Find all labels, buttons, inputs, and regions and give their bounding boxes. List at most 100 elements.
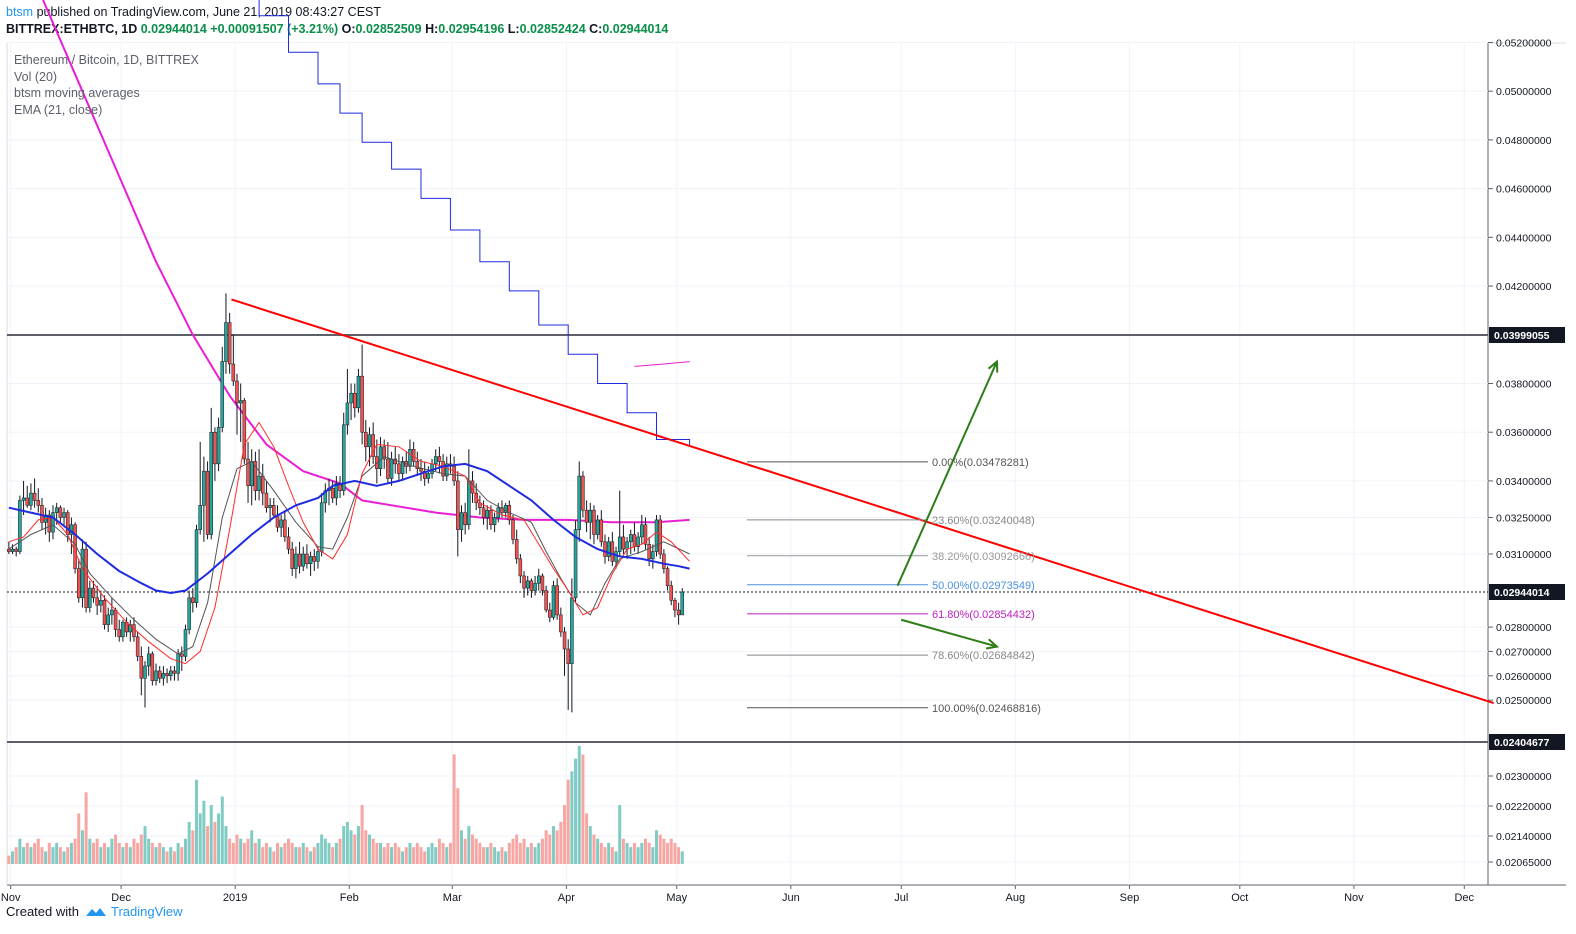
volume-bar: [673, 842, 677, 864]
candle-body: [132, 624, 136, 638]
candle-body: [378, 446, 383, 469]
ohlc-header: BITTREX:ETHBTC, 1D 0.02944014 +0.0009150…: [6, 22, 668, 36]
volume-bar: [338, 838, 342, 864]
volume-bar: [677, 847, 681, 864]
candle-body: [367, 434, 372, 448]
volume-bar: [99, 847, 103, 864]
candle-body: [658, 519, 662, 555]
high-label: H:: [425, 22, 439, 36]
candle-body: [297, 553, 302, 567]
volume-bar: [172, 851, 176, 864]
volume-bar: [25, 842, 29, 864]
volume-bar: [51, 847, 55, 864]
candle-body: [58, 507, 63, 518]
volume-bar: [588, 826, 592, 864]
volume-bar: [452, 754, 456, 864]
volume-bar: [371, 838, 375, 864]
candle-body: [349, 392, 353, 404]
volume-bar: [474, 838, 478, 864]
fib-level-label: 78.60%(0.02684842): [932, 650, 1035, 662]
volume-bar: [290, 842, 294, 864]
volume-bar: [448, 842, 452, 864]
volume-bar: [345, 821, 349, 864]
candle-body: [180, 653, 184, 657]
volume-bar: [84, 792, 88, 864]
volume-bar: [467, 826, 471, 864]
volume-bar: [139, 834, 143, 864]
legend-symbol[interactable]: Ethereum / Bitcoin, 1D, BITTREX: [14, 53, 199, 67]
volume-bar: [570, 771, 574, 864]
volume-bar: [73, 838, 77, 864]
y-tick-label: 0.04600000: [1496, 184, 1552, 196]
candle-body: [150, 653, 155, 681]
author-link[interactable]: btsm: [6, 5, 34, 19]
volume-bar: [195, 779, 199, 864]
y-tick-label: 0.03800000: [1496, 378, 1552, 390]
volume-bar: [632, 842, 636, 864]
candle-body: [621, 536, 626, 550]
level-price-tag: [1489, 734, 1565, 750]
volume-bar: [187, 821, 191, 864]
candle-body: [400, 461, 405, 474]
candle-body: [54, 507, 59, 513]
candle-body: [290, 548, 294, 569]
volume-bar: [154, 847, 158, 864]
candle-body: [198, 505, 202, 530]
volume-bar: [125, 842, 129, 864]
volume-bar: [603, 847, 607, 864]
candle-body: [209, 431, 213, 535]
open-label: O:: [341, 22, 356, 36]
level-price-label: 0.03999055: [1494, 330, 1550, 342]
candle-body: [584, 509, 589, 523]
volume-bar: [143, 826, 147, 864]
candle-body: [551, 585, 556, 618]
volume-bar: [132, 838, 136, 864]
volume-bar: [264, 842, 268, 864]
volume-bar: [559, 821, 563, 864]
candle-body: [65, 512, 70, 535]
candle-body: [25, 497, 29, 506]
volume-bar: [191, 830, 195, 864]
candle-body: [566, 648, 570, 664]
candle-body: [183, 629, 188, 657]
volume-bar: [114, 834, 118, 864]
volume-bar: [408, 842, 412, 864]
x-tick-label: May: [666, 892, 687, 904]
tradingview-brand[interactable]: TradingView: [110, 904, 183, 919]
candle-body: [176, 653, 180, 674]
candle-body: [665, 568, 670, 586]
volume-bar: [437, 838, 441, 864]
projection-arrow: [896, 361, 998, 587]
candle-body: [662, 553, 666, 569]
candle-body: [334, 483, 339, 499]
legend-moving-averages[interactable]: btsm moving averages: [14, 86, 140, 100]
y-tick-label: 0.02065000: [1496, 857, 1552, 869]
candle-body: [88, 587, 92, 608]
volume-bar: [356, 826, 360, 864]
volume-bar: [22, 847, 26, 864]
publish-info: btsm published on TradingView.com, June …: [6, 5, 381, 19]
volume-bar: [55, 842, 59, 864]
candle-body: [647, 544, 651, 560]
volume-bar: [40, 847, 44, 864]
volume-bar: [279, 847, 283, 864]
candle-body: [29, 492, 33, 506]
ma-magenta-short-line: [634, 361, 690, 367]
candle-body: [632, 534, 637, 547]
candle-body: [364, 431, 368, 448]
candle-body: [194, 529, 199, 603]
legend-volume[interactable]: Vol (20): [14, 69, 58, 84]
candle-body: [110, 609, 114, 616]
legend-ema[interactable]: EMA (21, close): [14, 102, 103, 117]
last-price-header: 0.02944014: [140, 22, 207, 36]
volume-bar: [316, 842, 320, 864]
y-tick-label: 0.02300000: [1496, 771, 1552, 783]
volume-bar: [161, 847, 165, 864]
volume-bar: [257, 838, 261, 864]
volume-bar: [511, 838, 515, 864]
candle-body: [14, 548, 18, 552]
volume-bar: [309, 851, 313, 864]
candle-body: [253, 461, 258, 491]
volume-bar: [529, 842, 533, 864]
